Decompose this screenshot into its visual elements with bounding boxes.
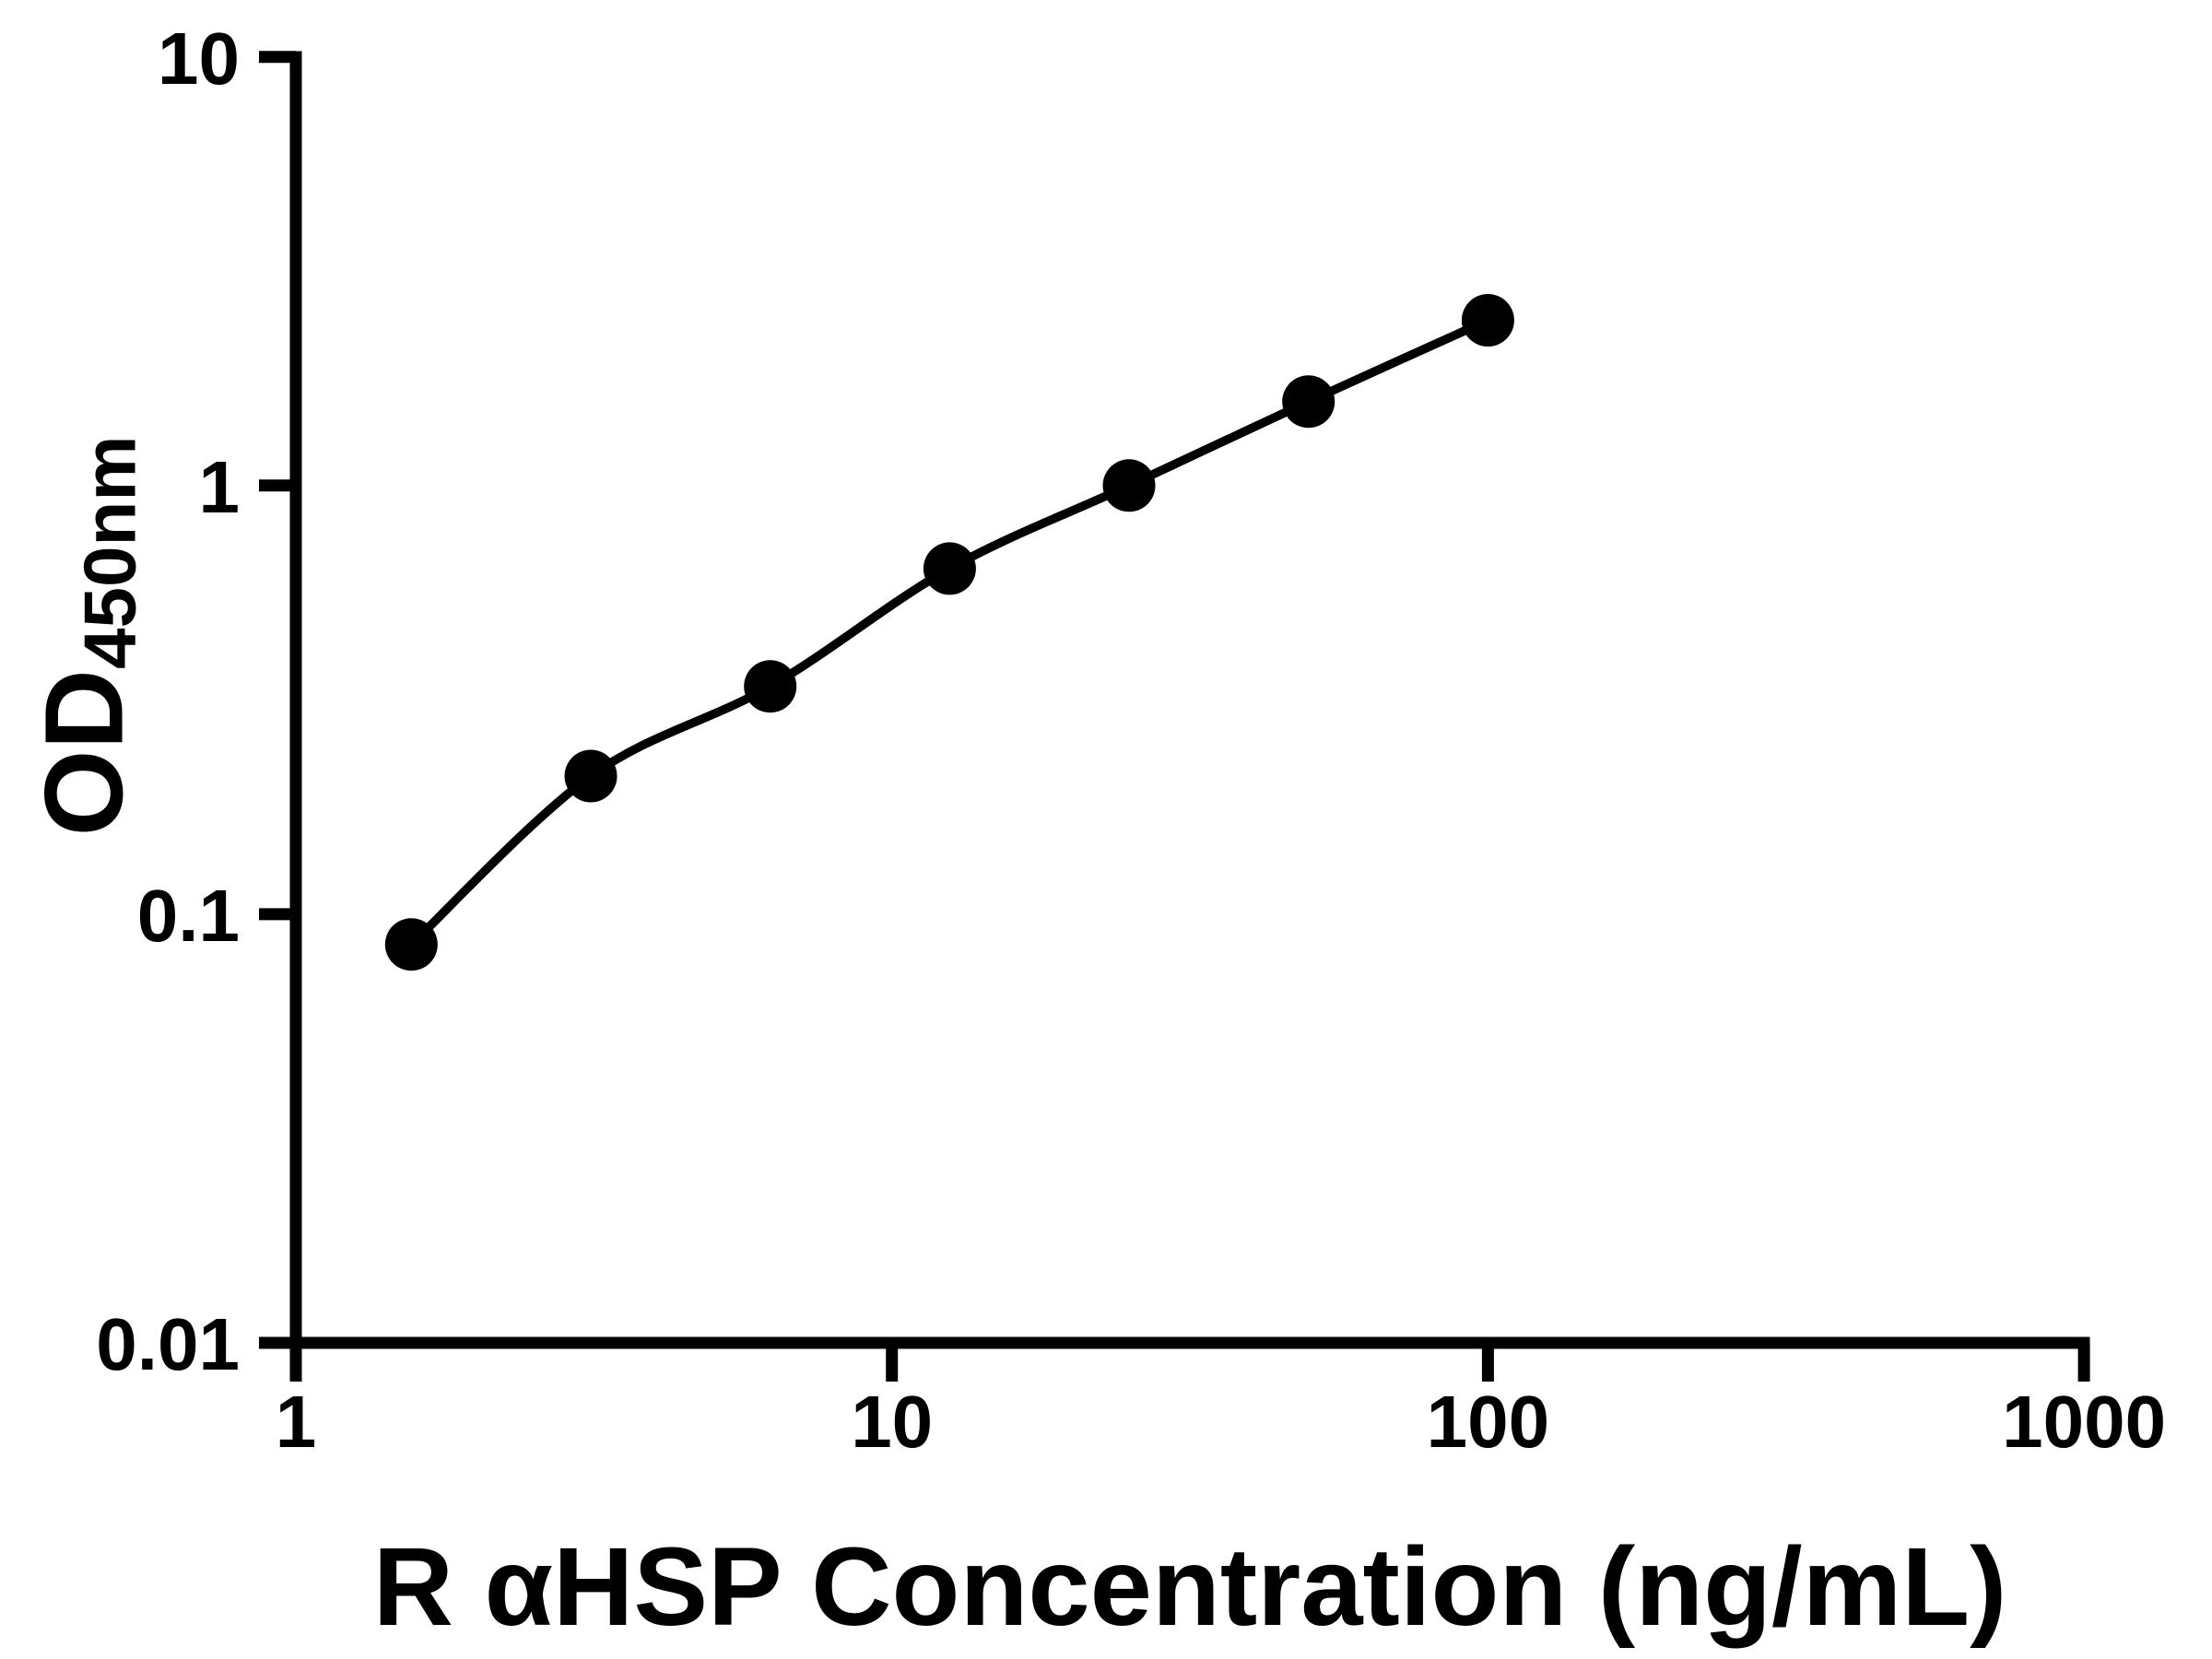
x-axis-title: R αHSP Concentration (ng/mL) [372,1524,2007,1649]
x-tick-label: 1 [275,1381,317,1463]
data-point-marker [564,749,618,803]
data-point-marker [384,918,438,971]
data-points [384,294,1514,971]
x-tick-label: 100 [1426,1381,1550,1463]
y-axis-title-subscript: 450nm [68,435,151,669]
y-tick-label: 10 [158,17,240,100]
y-tick-label: 0.1 [136,874,240,957]
x-tick-label: 10 [851,1381,934,1463]
data-point-marker [1102,459,1156,512]
axes [289,51,2090,1349]
data-point-marker [1461,294,1514,347]
y-axis-title: OD450nm [20,435,165,837]
y-tick-label: 0.01 [96,1303,240,1385]
y-tick-label: 1 [198,445,241,528]
data-point-marker [923,542,976,595]
x-tick-label: 1000 [2002,1381,2167,1463]
y-axis-title-base: OD [20,668,147,837]
data-point-marker [744,660,797,713]
axis-ticks [259,51,2090,1382]
data-point-marker [1282,375,1335,429]
